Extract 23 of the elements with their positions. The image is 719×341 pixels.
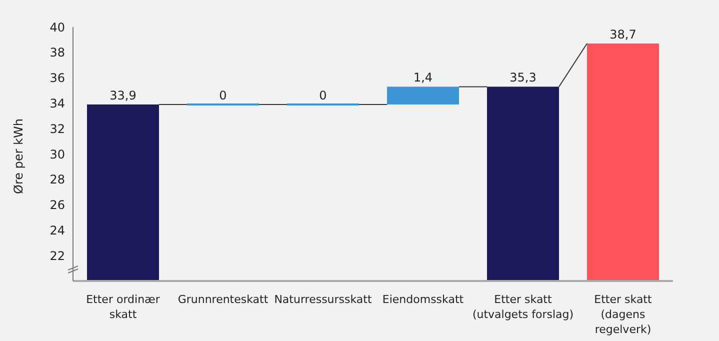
- x-tick-label: Eiendomsskatt: [382, 293, 464, 306]
- y-tick-label: 26: [50, 198, 65, 212]
- y-tick-label: 32: [50, 122, 65, 136]
- x-tick-label: Etter skatt (dagens regelverk): [594, 293, 653, 336]
- y-tick-label: 38: [50, 46, 65, 60]
- y-axis-title: Øre per kWh: [11, 118, 26, 194]
- data-label: 0: [219, 88, 227, 102]
- y-tick-label: 36: [50, 71, 65, 86]
- x-tick-label: Etter skatt (utvalgets forslag): [472, 293, 574, 321]
- x-tick-label: Naturressursskatt: [274, 293, 372, 306]
- x-tick-label: Grunnrenteskatt: [178, 293, 269, 306]
- data-label: 35,3: [510, 70, 536, 85]
- y-tick-label: 22: [50, 248, 65, 263]
- y-tick-label: 28: [50, 172, 65, 187]
- data-label: 1,4: [413, 70, 433, 85]
- y-tick-label: 24: [50, 223, 65, 238]
- x-tick-label: Etter ordinær skatt: [86, 293, 160, 321]
- y-tick-label: 30: [50, 147, 65, 162]
- y-tick-label: 34: [50, 96, 65, 110]
- y-tick-label: 40: [50, 20, 65, 34]
- data-label: 0: [319, 88, 327, 102]
- data-label: 33,9: [110, 88, 136, 102]
- data-label: 38,7: [610, 28, 636, 42]
